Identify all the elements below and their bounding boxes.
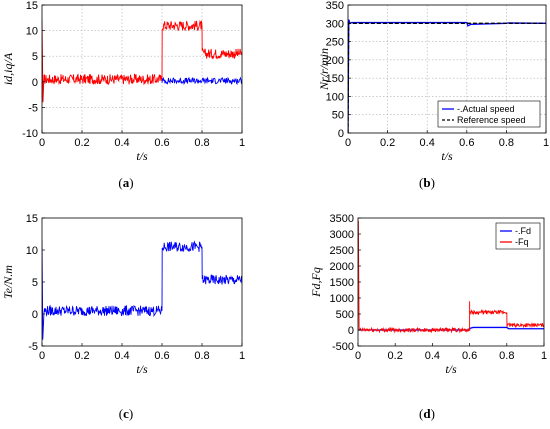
x-tick-label: 0.6 bbox=[154, 137, 169, 149]
series-line-2 bbox=[358, 220, 544, 334]
y-tick-label: 3000 bbox=[330, 229, 354, 241]
y-tick-label: 50 bbox=[332, 110, 344, 122]
legend-box bbox=[437, 100, 541, 128]
x-axis-label: t/s bbox=[445, 362, 457, 376]
panel-caption-a: (a) bbox=[118, 175, 133, 190]
plot-area bbox=[42, 218, 242, 346]
y-tick-label: 2500 bbox=[330, 245, 354, 257]
x-tick-label: 0 bbox=[355, 350, 361, 362]
y-tick-label: 500 bbox=[336, 309, 354, 321]
panel-caption-c: (c) bbox=[119, 406, 133, 421]
y-tick-label: -5 bbox=[28, 341, 38, 353]
legend-label-1: -.Actual speed bbox=[457, 104, 515, 114]
x-tick-label: 0.6 bbox=[462, 350, 477, 362]
series-line-1 bbox=[42, 19, 242, 103]
axes-frame bbox=[41, 4, 243, 134]
x-axis-label: t/s bbox=[441, 149, 453, 163]
x-tick-label: 0.2 bbox=[74, 350, 89, 362]
y-tick-label: 0 bbox=[32, 309, 38, 321]
legend-label-2: Reference speed bbox=[457, 115, 526, 125]
x-axis-label: t/s bbox=[136, 362, 148, 376]
series-line-1 bbox=[348, 19, 546, 133]
y-tick-label: 1000 bbox=[330, 293, 354, 305]
chart-panel-a: 0 0.2 0.4 0.6 0.8 1 -10 -5 0 5 10 15 t/s id,iq/A bbox=[1, 0, 245, 163]
panel-caption-d: (d) bbox=[419, 406, 435, 421]
x-tick-label: 0.8 bbox=[499, 350, 514, 362]
y-axis-label: Nr/r/min bbox=[317, 48, 331, 91]
y-tick-label: 150 bbox=[326, 73, 344, 85]
x-tick-label: 1 bbox=[239, 137, 245, 149]
x-tick-label: 0.4 bbox=[114, 350, 129, 362]
y-tick-label: 0 bbox=[348, 325, 354, 337]
chart-panel-b: 0 0.2 0.4 0.6 0.8 1 0 50 100 150 200 250 300 350 t/s Nr… bbox=[317, 0, 549, 163]
x-axis-label: t/s bbox=[136, 149, 148, 163]
y-tick-label: 15 bbox=[26, 0, 38, 12]
y-tick-label: 200 bbox=[326, 55, 344, 67]
x-tick-label: 0.4 bbox=[425, 350, 440, 362]
chart-panel-d: 0 0.2 0.4 0.6 0.8 1-5000500100015002000250030… bbox=[309, 213, 547, 376]
series-line-1 bbox=[42, 240, 242, 340]
y-axis-label: Fd,Fq bbox=[309, 267, 323, 298]
x-tick-label: 1 bbox=[543, 137, 549, 149]
legend-label-1: -.Fd bbox=[515, 226, 531, 236]
plot-area bbox=[42, 5, 242, 133]
y-axis-label: id,iq/A bbox=[1, 52, 15, 85]
y-tick-label: 0 bbox=[338, 128, 344, 140]
y-tick-label: 5 bbox=[32, 277, 38, 289]
y-tick-label: -10 bbox=[22, 128, 38, 140]
panel-caption-b: (b) bbox=[419, 175, 435, 190]
x-tick-label: 1 bbox=[239, 350, 245, 362]
y-tick-label: 5 bbox=[32, 51, 38, 63]
y-tick-label: 15 bbox=[26, 213, 38, 225]
x-tick-label: 0.4 bbox=[114, 137, 129, 149]
y-tick-label: 3500 bbox=[330, 213, 354, 225]
series-group bbox=[42, 240, 242, 340]
y-tick-label: 250 bbox=[326, 37, 344, 49]
x-tick-label: 0 bbox=[39, 350, 45, 362]
x-tick-label: 0.8 bbox=[194, 350, 209, 362]
x-tick-label: 0.4 bbox=[420, 137, 435, 149]
y-tick-label: 100 bbox=[326, 91, 344, 103]
axes-frame bbox=[347, 4, 547, 134]
series-group bbox=[358, 220, 544, 334]
x-tick-label: 0.2 bbox=[74, 137, 89, 149]
x-tick-label: 0.8 bbox=[194, 137, 209, 149]
legend: -.Fd-Fq bbox=[495, 222, 541, 250]
y-tick-label: 10 bbox=[26, 26, 38, 38]
y-axis-label: Te/N.m bbox=[1, 265, 15, 299]
x-tick-label: 0 bbox=[39, 137, 45, 149]
x-tick-label: 0.2 bbox=[388, 350, 403, 362]
y-tick-label: 10 bbox=[26, 245, 38, 257]
y-tick-label: 1500 bbox=[330, 277, 354, 289]
series-line-2 bbox=[161, 76, 242, 86]
y-tick-label: -5 bbox=[28, 102, 38, 114]
x-tick-label: 1 bbox=[541, 350, 547, 362]
legend-label-2: -Fq bbox=[515, 237, 529, 247]
legend-box bbox=[495, 222, 541, 250]
x-tick-label: 0.8 bbox=[499, 137, 514, 149]
x-tick-label: 0 bbox=[345, 137, 351, 149]
y-tick-label: 2000 bbox=[330, 261, 354, 273]
y-tick-label: -500 bbox=[332, 341, 354, 353]
series-group bbox=[42, 19, 242, 103]
x-tick-label: 0.6 bbox=[154, 350, 169, 362]
x-tick-label: 0.6 bbox=[459, 137, 474, 149]
y-tick-label: 300 bbox=[326, 18, 344, 30]
y-tick-label: 350 bbox=[326, 0, 344, 12]
x-tick-label: 0.2 bbox=[380, 137, 395, 149]
y-tick-label: 0 bbox=[32, 77, 38, 89]
